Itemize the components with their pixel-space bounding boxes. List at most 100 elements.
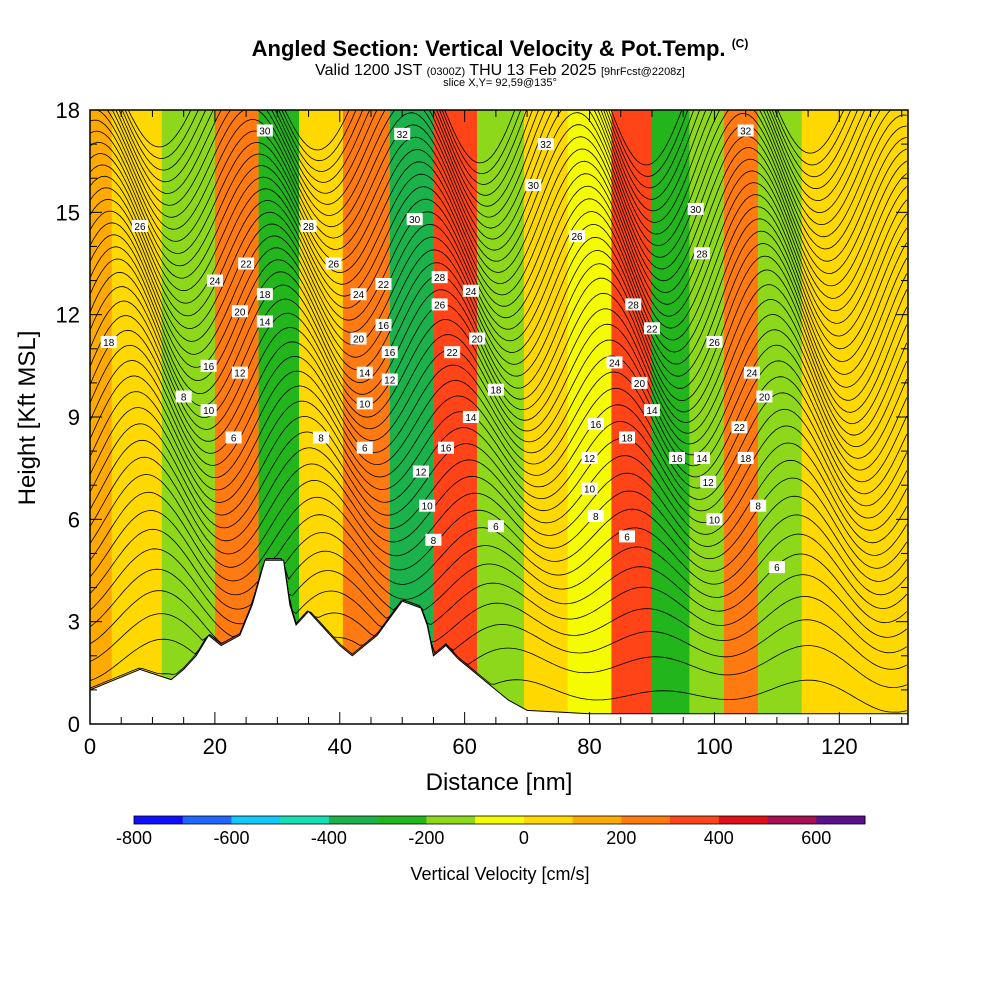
contour-label-text: 18 (621, 433, 633, 444)
contour-label-box (643, 322, 660, 335)
contour-label-text: 8 (431, 536, 437, 547)
contour-label: 20 (350, 332, 367, 346)
contour-label-box (687, 202, 704, 215)
contour-label: 22 (731, 421, 748, 434)
contour-label-box (587, 417, 604, 430)
contour-label-text: 26 (134, 222, 146, 233)
contour-label-box (693, 451, 710, 464)
contour-label-text: 22 (734, 423, 746, 434)
contour-label-text: 14 (259, 317, 271, 328)
theta-isoline (90, 218, 908, 365)
contour-label-text: 10 (584, 485, 596, 496)
contour-label-box (356, 366, 373, 379)
contour-label-box (225, 431, 242, 444)
contour-label-text: 16 (378, 321, 390, 332)
contour-label: 6 (768, 561, 785, 574)
contour-label-text: 22 (646, 324, 658, 335)
theta-isoline (90, 255, 908, 402)
contour-label: 16 (587, 417, 604, 431)
contour-label: 20 (631, 376, 648, 390)
contour-labels: 30 32 32 32 30 30 30 28 26 26 28 26 22 24 28 22 18 24 24 26… (100, 124, 785, 574)
contour-label-text: 30 (528, 181, 540, 192)
contour-label: 18 (619, 431, 636, 444)
contour-label-text: 6 (231, 433, 237, 444)
theta-isoline (90, 439, 908, 544)
contour-label: 12 (381, 373, 398, 386)
contour-label-box (631, 376, 648, 389)
slice-info: slice X,Y= 92,59@135° (443, 77, 557, 89)
contour-label: 22 (238, 257, 255, 271)
contour-label: 30 (406, 213, 423, 226)
contour-label-text: 12 (234, 369, 246, 380)
velocity-band (477, 110, 524, 724)
contour-label-box (175, 390, 192, 403)
contour-label-text: 26 (709, 338, 721, 349)
contour-label-text: 30 (690, 205, 702, 216)
contour-label-box (462, 411, 479, 423)
x-tick-label: 100 (696, 734, 733, 759)
theta-isoline (90, 491, 908, 582)
contour-label: 16 (668, 451, 685, 465)
contour-label-box (581, 451, 598, 464)
velocity-field (90, 110, 908, 724)
x-tick-label: 40 (328, 734, 352, 759)
contour-label-text: 28 (696, 249, 708, 260)
velocity-band (723, 110, 759, 724)
contour-label-box (231, 305, 248, 318)
colorbar-tick-label: -200 (408, 828, 444, 848)
contour-label-box (131, 219, 148, 232)
contour-label: 14 (693, 451, 710, 465)
contour-label: 8 (750, 499, 767, 513)
theta-isoline (90, 243, 908, 389)
theta-isoline (118, 110, 866, 200)
contour-label: 8 (313, 431, 330, 444)
contour-label: 26 (131, 219, 148, 233)
theta-isoline (90, 135, 907, 282)
contour-label: 16 (375, 318, 392, 332)
contour-label-box (462, 284, 479, 297)
y-axis-label: Height [Kft MSL] (14, 331, 41, 506)
contour-label-box (437, 441, 454, 454)
contour-label-box (406, 213, 423, 226)
colorbar-swatch (377, 816, 427, 824)
contour-label-box (431, 298, 448, 311)
contour-label-box (381, 373, 398, 386)
contour-label-text: 10 (203, 406, 215, 417)
contour-label-text: 18 (259, 290, 271, 301)
contour-label: 8 (425, 533, 442, 547)
theta-isoline (127, 110, 845, 166)
contour-label: 20 (469, 332, 486, 346)
contour-label-box (381, 346, 398, 359)
valid-date: THU 13 Feb 2025 (469, 62, 597, 79)
contour-label: 24 (462, 284, 479, 298)
contour-label-box (619, 530, 636, 543)
contour-label: 30 (525, 179, 542, 192)
contour-label: 24 (206, 274, 223, 288)
colorbar-tick-label: 200 (606, 828, 636, 848)
contour-label-text: 26 (434, 300, 446, 311)
contour-label-box (356, 441, 373, 454)
contour-label-box (231, 366, 248, 379)
x-axis-label: Distance [nm] (426, 769, 573, 796)
colorbar-tick-label: -800 (116, 828, 152, 848)
contour-label-text: 8 (593, 512, 599, 523)
contour-label-box (737, 124, 754, 137)
contour-label-text: 16 (384, 348, 396, 359)
contour-label: 10 (200, 404, 217, 417)
contour-label: 14 (356, 366, 373, 380)
contour-label-box (700, 475, 717, 488)
contour-label-box (206, 274, 223, 287)
theta-isoline (90, 528, 908, 610)
colorbar-swatch (572, 816, 622, 824)
theta-isoline (111, 110, 881, 223)
contour-label-text: 14 (696, 454, 708, 465)
contour-label-text: 8 (181, 393, 187, 404)
contour-label: 28 (625, 298, 642, 311)
contour-label-box (375, 277, 392, 290)
contour-label: 22 (444, 346, 461, 359)
y-axis: 0 3 6 9 12 15 18 (56, 98, 908, 737)
theta-isoline (90, 375, 908, 495)
contour-label-text: 24 (609, 358, 621, 369)
contour-label-text: 10 (359, 399, 371, 410)
contour-label-text: 26 (328, 260, 340, 271)
